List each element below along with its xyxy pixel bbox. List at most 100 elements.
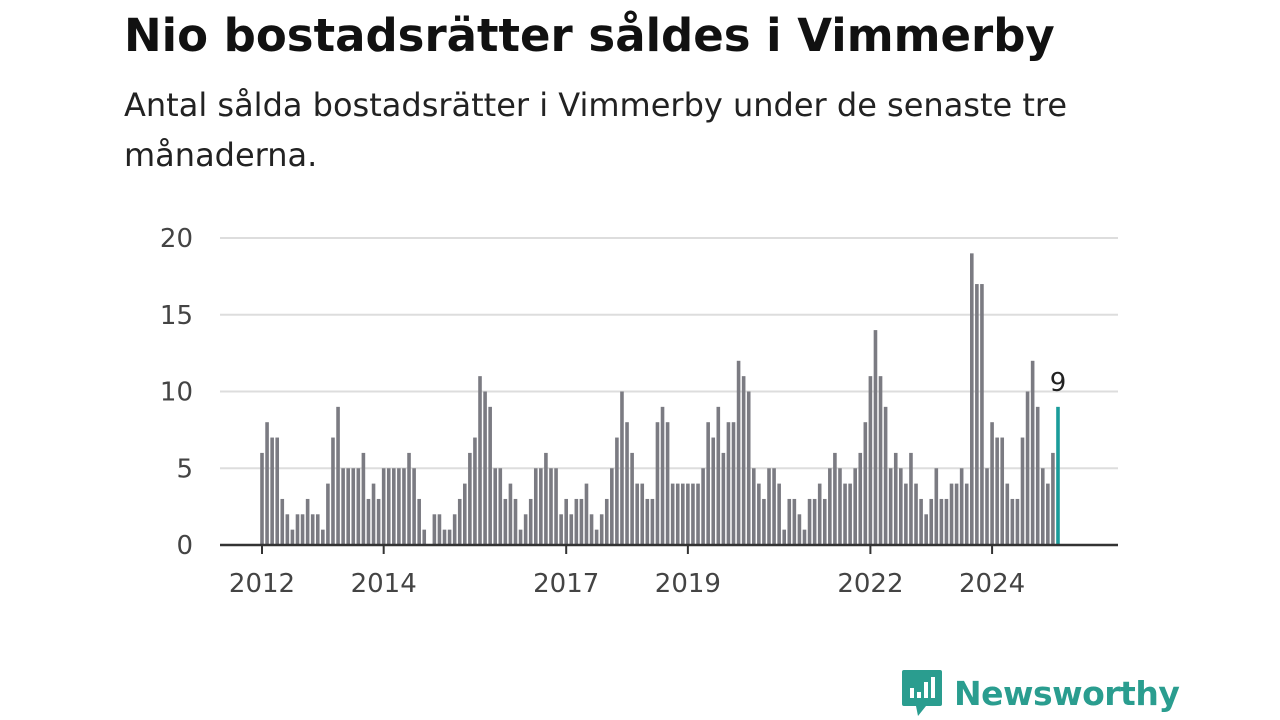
bar (594, 529, 599, 545)
bar (970, 253, 974, 545)
bar (305, 498, 310, 545)
x-axis-ticks: 2012 2014 2017 2019 2022 2024 (229, 545, 1025, 599)
bar (1025, 391, 1030, 545)
bar (483, 391, 487, 545)
bar (554, 468, 558, 545)
bar (1030, 360, 1035, 545)
bar (432, 514, 437, 545)
bar (544, 452, 548, 545)
bars (260, 253, 1060, 545)
bar (995, 437, 999, 545)
bar (366, 498, 371, 545)
bar (873, 330, 878, 545)
bar (376, 498, 381, 545)
bar (260, 452, 264, 545)
x-tick-label-2022: 2022 (837, 569, 903, 599)
bar (336, 406, 340, 545)
bar (807, 498, 812, 545)
y-tick-label-5: 5 (176, 454, 193, 484)
bar (711, 437, 716, 545)
bar (797, 514, 802, 545)
y-tick-label-10: 10 (160, 378, 193, 408)
bar (675, 483, 680, 545)
bar (407, 452, 411, 545)
bar (584, 483, 589, 545)
chart-subtitle: Antal sålda bostadsrätter i Vimmerby und… (124, 86, 1068, 174)
bar (463, 483, 467, 545)
bar (934, 468, 939, 545)
bar (670, 483, 675, 545)
bar (503, 498, 508, 545)
bar (290, 529, 295, 545)
bar (1051, 452, 1055, 545)
bar (949, 483, 954, 545)
bar (828, 468, 832, 545)
bar (1040, 468, 1045, 545)
bar (1000, 437, 1005, 545)
bar (640, 483, 645, 545)
bar (386, 468, 391, 545)
bar (315, 514, 320, 545)
bar (508, 483, 513, 545)
bar (980, 284, 984, 545)
bar (853, 468, 857, 545)
bar (822, 498, 827, 545)
x-tick-label-2019: 2019 (655, 569, 721, 599)
bar (909, 452, 913, 545)
bar (848, 483, 852, 545)
bar (610, 468, 614, 545)
bar (285, 514, 290, 545)
bar (888, 468, 893, 545)
bar (549, 468, 553, 545)
bar (736, 360, 741, 545)
bar (681, 483, 685, 545)
bar (523, 514, 528, 545)
bar (975, 284, 979, 545)
bar (1010, 498, 1015, 545)
bar (858, 452, 863, 545)
y-tick-label-15: 15 (160, 301, 193, 331)
bar (412, 468, 416, 545)
bar (356, 468, 361, 545)
bar (518, 529, 523, 545)
bar (843, 483, 847, 545)
bar (868, 376, 873, 545)
bar (914, 483, 918, 545)
x-tick-label-2017: 2017 (533, 569, 599, 599)
bar (746, 391, 751, 545)
bar (559, 514, 563, 545)
bar (392, 468, 396, 545)
bar (650, 498, 655, 545)
bar (959, 468, 964, 545)
bar (929, 498, 934, 545)
bar (265, 422, 269, 545)
bar (280, 498, 285, 545)
bar (893, 452, 898, 545)
bar (574, 498, 579, 545)
bar (838, 468, 842, 545)
bar (817, 483, 822, 545)
bar (924, 514, 928, 545)
bar (696, 483, 700, 545)
logo-text: Newsworthy (954, 673, 1180, 713)
bar (721, 452, 726, 545)
bar (493, 468, 498, 545)
bar (660, 406, 665, 545)
bar-latest (1056, 406, 1060, 545)
bar (625, 422, 629, 545)
bar (655, 422, 660, 545)
bar (1046, 483, 1050, 545)
bar (645, 498, 650, 545)
bar (310, 514, 315, 545)
bar (990, 422, 994, 545)
bar (767, 468, 771, 545)
bar (919, 498, 923, 545)
bar (863, 422, 868, 545)
bar (762, 498, 766, 545)
bar (802, 529, 807, 545)
bar (878, 376, 883, 545)
x-tick-label-2024: 2024 (959, 569, 1025, 599)
chart-title: Nio bostadsrätter såldes i Vimmerby (124, 9, 1055, 62)
bar (569, 514, 574, 545)
bar (488, 406, 492, 545)
